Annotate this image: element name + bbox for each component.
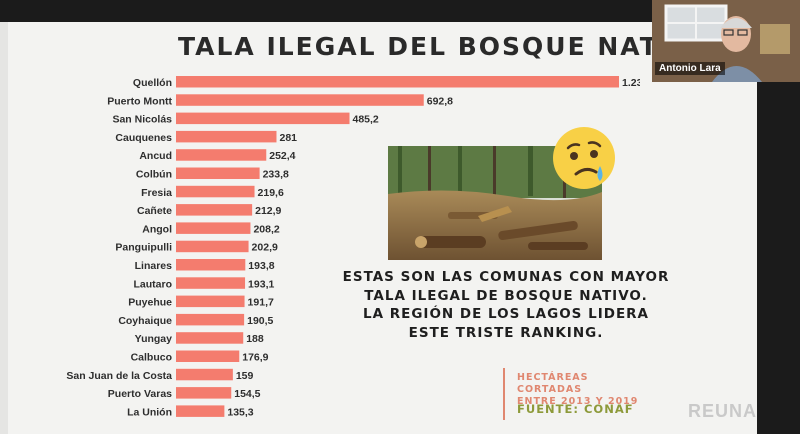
caption-line: ESTE TRISTE RANKING. (408, 324, 604, 341)
value-label: 193,8 (248, 260, 274, 272)
hectareas-line: HECTÁREAS CORTADAS (517, 372, 589, 395)
source-box: HECTÁREAS CORTADAS ENTRE 2013 Y 2019 FUE… (503, 368, 655, 420)
value-label: 233,8 (263, 169, 289, 181)
value-label: 485,2 (353, 114, 379, 126)
category-label: Angol (142, 223, 172, 235)
source-label: FUENTE: CONAF (517, 402, 634, 416)
bar (176, 332, 244, 344)
value-label: 188 (246, 333, 264, 345)
bar (176, 149, 267, 161)
category-label: Calbuco (131, 352, 172, 364)
value-label: 154,5 (234, 388, 260, 400)
value-label: 208,2 (253, 223, 279, 235)
category-label: Panguipulli (115, 242, 172, 254)
presenter-video-tile[interactable]: Antonio Lara (652, 0, 800, 82)
sad-face-emoji-icon (546, 124, 626, 201)
category-label: San Juan de la Costa (66, 370, 172, 382)
value-label: 281 (279, 132, 297, 144)
chart-title: TALA ILEGAL DEL BOSQUE NATIVO (178, 32, 715, 61)
bar (176, 76, 619, 88)
deforested-forest-photo (388, 146, 602, 260)
bar (176, 130, 277, 143)
hectareas-note: HECTÁREAS CORTADAS ENTRE 2013 Y 2019 (517, 372, 655, 408)
caption: ESTAS SON LAS COMUNAS CON MAYOR TALA ILE… (326, 268, 686, 342)
category-label: Puerto Montt (107, 95, 172, 107)
bar (176, 167, 260, 179)
sad-face-emoji (553, 127, 615, 189)
category-label: San Nicolás (112, 114, 172, 126)
category-label: Puerto Varas (108, 388, 172, 400)
bar (176, 240, 249, 253)
bar (176, 94, 424, 106)
bar (176, 204, 253, 216)
slide-edge (0, 22, 8, 434)
bar (176, 185, 255, 198)
value-label: 159 (236, 370, 254, 382)
reuna-logo: REUNA (688, 401, 758, 421)
value-label: 176,9 (242, 352, 268, 364)
category-label: Coyhaique (118, 315, 172, 327)
category-label: Fresia (141, 187, 172, 199)
category-label: Linares (135, 260, 173, 272)
bar (176, 112, 350, 125)
slide (0, 22, 757, 434)
value-label: 193,1 (248, 278, 274, 290)
value-label: 252,4 (269, 150, 295, 162)
hectareas-line: ENTRE 2013 Y 2019 (517, 396, 639, 407)
bar (176, 295, 245, 308)
presenter-name: Antonio Lara (655, 62, 725, 75)
category-label: Puyehue (128, 297, 172, 309)
deforested-forest-image (388, 146, 602, 260)
category-label: La Unión (127, 406, 172, 418)
category-label: Cauquenes (115, 132, 172, 144)
bar (176, 259, 246, 271)
bar (176, 222, 251, 234)
bar (176, 350, 240, 362)
value-label: 219,6 (258, 187, 284, 199)
caption-line: TALA ILEGAL DE BOSQUE NATIVO. (364, 287, 648, 304)
value-label: 190,5 (247, 315, 273, 327)
category-label: Ancud (139, 150, 172, 162)
category-label: Cañete (137, 205, 172, 217)
category-label: Quellón (133, 77, 172, 89)
caption-line: ESTAS SON LAS COMUNAS CON MAYOR (342, 269, 670, 285)
category-label: Colbún (136, 169, 172, 181)
category-label: Yungay (135, 333, 173, 345)
value-label: 1.238,8 (622, 77, 640, 89)
value-label: 191,7 (248, 297, 274, 309)
value-label: 135,3 (227, 406, 253, 418)
value-label: 212,9 (255, 205, 281, 217)
value-label: 202,9 (252, 242, 278, 254)
category-label: Lautaro (133, 278, 172, 290)
bar (176, 313, 245, 326)
value-label: 692,8 (427, 95, 453, 107)
bar (176, 405, 225, 417)
bar (176, 368, 233, 381)
bar-chart: Quellón 1.238,8 Puerto Montt 692,8 San Nicol… (66, 76, 640, 418)
bar (176, 277, 246, 289)
caption-line: LA REGIÓN DE LOS LAGOS LIDERA (362, 306, 650, 322)
bar (176, 387, 232, 399)
